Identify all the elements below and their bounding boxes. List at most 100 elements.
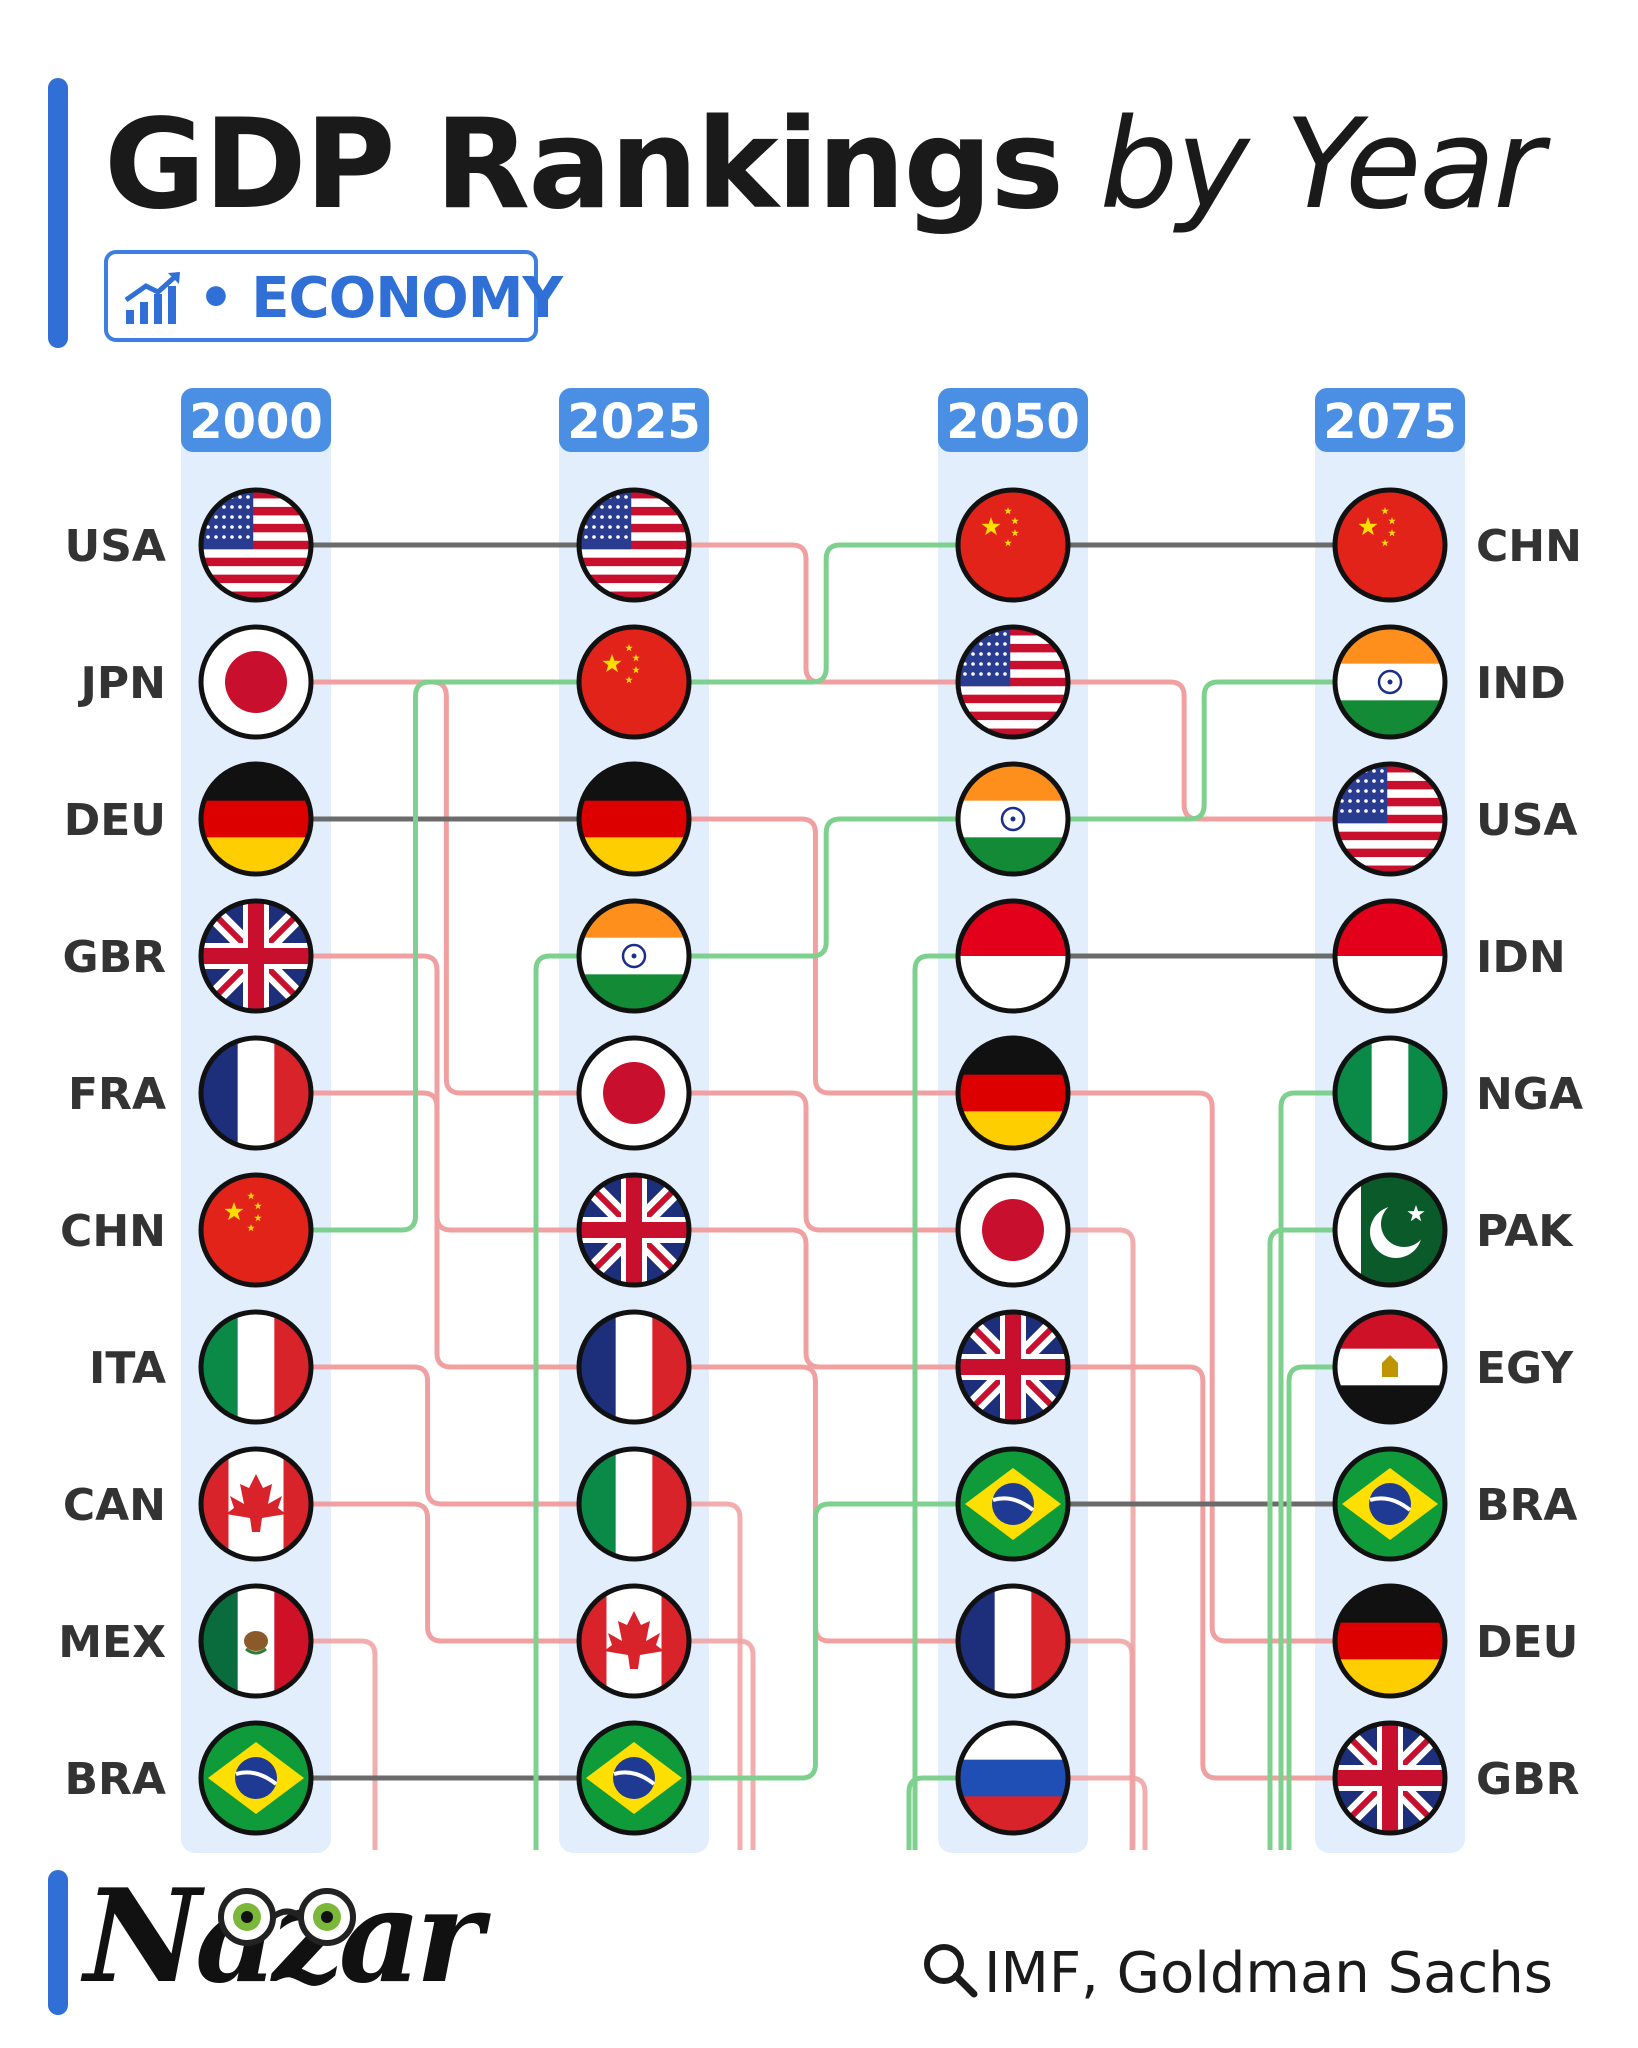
- flag-idn: [955, 898, 1071, 1014]
- flag-idn: [1332, 898, 1448, 1014]
- flag-bra: [198, 1720, 314, 1836]
- flag-ind: [955, 761, 1071, 877]
- rank-line: [1068, 679, 1335, 822]
- rank-line: [689, 542, 958, 685]
- rank-line: [689, 1227, 958, 1370]
- country-label-right: BRA: [1476, 1480, 1577, 1531]
- flag-usa: [955, 624, 1071, 740]
- rank-line-entry: [1278, 1090, 1335, 1850]
- rank-line: [689, 1364, 958, 1644]
- rank-line-entry: [533, 953, 579, 1850]
- country-label-left: DEU: [64, 795, 166, 846]
- brand-logo: Nazar: [84, 1862, 483, 2012]
- rank-line: [311, 953, 579, 1233]
- flag-gbr: [576, 1172, 692, 1288]
- country-flags: [198, 487, 1448, 1836]
- country-label-left: CHN: [60, 1206, 166, 1257]
- flag-usa: [198, 487, 314, 603]
- rank-line: [311, 679, 579, 1096]
- country-label-right: NGA: [1476, 1069, 1583, 1120]
- rank-line: [311, 1090, 579, 1370]
- flag-fra: [576, 1309, 692, 1425]
- logo-eyes-icon: [218, 1888, 356, 1946]
- country-label-left: MEX: [58, 1617, 166, 1668]
- rank-line: [1068, 679, 1335, 822]
- rank-line-exit: [689, 1638, 756, 1850]
- rank-line: [689, 542, 958, 685]
- flag-chn: [1332, 487, 1448, 603]
- flag-chn: [198, 1172, 314, 1288]
- rank-line: [1068, 1090, 1335, 1644]
- country-label-right: CHN: [1476, 521, 1582, 572]
- country-label-left: ITA: [89, 1343, 166, 1394]
- page-title: GDP Rankings by Year: [104, 100, 1544, 230]
- flag-chn: [576, 624, 692, 740]
- rank-line: [311, 1364, 579, 1507]
- country-label-right: IND: [1476, 658, 1566, 709]
- flag-deu: [576, 761, 692, 877]
- year-headers: 2000 2025 2050 2075: [181, 388, 1465, 452]
- bump-chart: USA JPN DEU GBR FRA CHN ITA CAN MEX BRA CHN IND USA I…: [58, 388, 1583, 1853]
- rank-lines: [311, 542, 1335, 1850]
- year-badge: [181, 388, 331, 452]
- flag-fra: [198, 1035, 314, 1151]
- country-label-right: EGY: [1476, 1343, 1574, 1394]
- rank-line-exit: [311, 1638, 378, 1850]
- flag-gbr: [198, 898, 314, 1014]
- year-badge: [559, 388, 709, 452]
- country-labels: USA JPN DEU GBR FRA CHN ITA CAN MEX BRA CHN IND USA I…: [58, 521, 1583, 1805]
- chart-up-icon: [124, 272, 180, 324]
- flag-ind: [1332, 624, 1448, 740]
- flag-gbr: [1332, 1720, 1448, 1836]
- flag-gbr: [955, 1309, 1071, 1425]
- search-icon: [924, 1944, 978, 1998]
- country-label-right: USA: [1476, 795, 1577, 846]
- year-label: 2050: [946, 394, 1080, 450]
- rank-line-exit: [689, 1501, 743, 1850]
- flag-ita: [576, 1446, 692, 1562]
- country-label-right: GBR: [1476, 1754, 1580, 1805]
- flag-deu: [955, 1035, 1071, 1151]
- country-label-right: DEU: [1476, 1617, 1578, 1668]
- flag-jpn: [955, 1172, 1071, 1288]
- country-label-left: GBR: [62, 932, 166, 983]
- rank-line-exit: [1068, 1227, 1136, 1850]
- title-italic: by Year: [1099, 93, 1544, 237]
- logo-accent-bar: [48, 1870, 68, 2015]
- flag-nga: [1332, 1035, 1448, 1151]
- source-text: IMF, Goldman Sachs: [984, 1941, 1553, 2006]
- rank-line: [1068, 1364, 1335, 1781]
- rank-line-exit: [1068, 1638, 1135, 1850]
- country-label-left: FRA: [68, 1069, 166, 1120]
- category-badge: • ECONOMY: [104, 250, 563, 342]
- country-label-right: IDN: [1476, 932, 1566, 983]
- flag-can: [198, 1446, 314, 1562]
- flag-jpn: [576, 1035, 692, 1151]
- year-badge: [938, 388, 1088, 452]
- country-label-left: CAN: [63, 1480, 166, 1531]
- flag-can: [576, 1583, 692, 1699]
- badge-label: • ECONOMY: [198, 266, 563, 331]
- flag-ita: [198, 1309, 314, 1425]
- country-label-right: PAK: [1476, 1206, 1574, 1257]
- year-label: 2075: [1323, 394, 1457, 450]
- title-accent-bar: [48, 78, 68, 348]
- rank-line-entry: [906, 1775, 958, 1850]
- flag-ind: [576, 898, 692, 1014]
- flag-usa: [1332, 761, 1448, 877]
- rank-line: [689, 816, 958, 959]
- rank-line: [689, 1501, 958, 1781]
- title-bold: GDP Rankings: [104, 93, 1064, 237]
- flag-bra: [576, 1720, 692, 1836]
- rank-line: [311, 679, 579, 1233]
- year-badge: [1315, 388, 1465, 452]
- country-label-left: JPN: [78, 658, 166, 709]
- country-label-left: USA: [65, 521, 166, 572]
- flag-deu: [1332, 1583, 1448, 1699]
- year-label: 2000: [189, 394, 323, 450]
- rank-line-entry: [1286, 1364, 1335, 1850]
- flag-chn: [955, 487, 1071, 603]
- rank-line-entry: [912, 953, 958, 1850]
- flag-bra: [955, 1446, 1071, 1562]
- flag-jpn: [198, 624, 314, 740]
